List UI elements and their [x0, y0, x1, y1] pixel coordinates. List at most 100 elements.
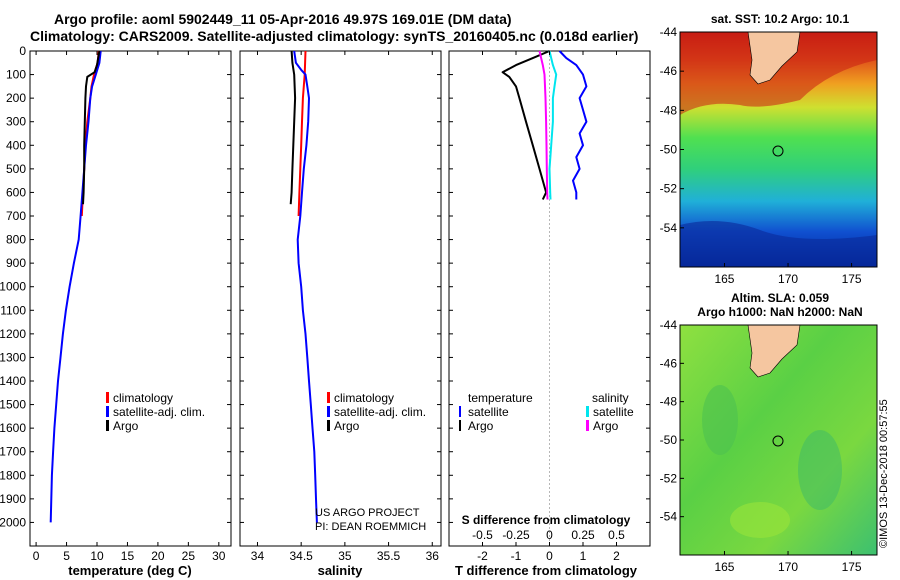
map-y-tick-label: -46 [660, 64, 678, 78]
legend-temp-argo-swatch [459, 420, 461, 431]
sla-map-subtitle: Argo h1000: NaN h2000: NaN [697, 305, 862, 319]
series-line-argo [82, 50, 101, 205]
map-x-tick-label: 175 [842, 272, 862, 286]
difference-legend-salinity: salinity satellite Argo [586, 391, 634, 433]
series-line-satellite-adj-clim- [49, 50, 102, 523]
new-zealand-land [747, 324, 801, 378]
temperature-xlabel: temperature (deg C) [68, 563, 192, 578]
depth-tick-label: 500 [6, 162, 26, 176]
climatology-title: Climatology: CARS2009. Satellite-adjuste… [30, 28, 639, 44]
map-y-tick-label: -44 [660, 318, 678, 332]
map-y-tick-label: -52 [660, 182, 678, 196]
depth-tick-label: 1100 [0, 303, 26, 317]
salinity-xlabel: salinity [318, 563, 364, 578]
sla-map-title: Altim. SLA: 0.059 [731, 291, 829, 305]
sst-map-title: sat. SST: 10.2 Argo: 10.1 [711, 12, 850, 26]
s-difference-tick-label: 0.5 [608, 528, 625, 542]
depth-tick-label: 800 [6, 233, 26, 247]
depth-tick-label: 400 [6, 138, 26, 152]
project-annotation: US ARGO PROJECT [315, 507, 420, 519]
legend-climatology-label: climatology [334, 391, 394, 405]
depth-tick-label: 1700 [0, 445, 26, 459]
x-tick-label: 35.5 [377, 549, 401, 563]
sst-map [679, 31, 878, 268]
series-line-temperature-argo [501, 50, 550, 200]
temperature-plot: 0 5 10 15 20 25 30 [30, 50, 231, 563]
x-tick-label: 10 [90, 549, 104, 563]
series-line-satellite-adj-clim- [293, 50, 318, 523]
x-tick-label: -1 [511, 549, 522, 563]
x-tick-label: 5 [63, 549, 70, 563]
float-position-marker [772, 435, 784, 447]
salinity-legend: climatology satellite-adj. clim. Argo [327, 391, 426, 433]
legend-climatology-swatch [327, 392, 330, 403]
s-difference-tick-label: 0 [546, 528, 553, 542]
legend-climatology-swatch [106, 392, 109, 403]
depth-tick-label: 300 [6, 115, 26, 129]
legend-satellite-label: satellite-adj. clim. [113, 405, 205, 419]
map-y-tick-label: -50 [660, 433, 678, 447]
x-tick-label: 2 [613, 549, 620, 563]
series-line-argo [289, 50, 297, 205]
depth-tick-label: 1600 [0, 421, 26, 435]
difference-xlabel: T difference from climatology [455, 563, 638, 578]
legend-temp-argo-label: Argo [468, 419, 494, 433]
depth-tick-label: 1000 [0, 280, 26, 294]
depth-tick-label: 100 [6, 68, 26, 82]
map-x-tick-label: 165 [714, 560, 734, 574]
sst-cool-blob [680, 221, 877, 267]
map-y-tick-label: -46 [660, 356, 678, 370]
map-x-tick-label: 170 [778, 272, 798, 286]
new-zealand-land [747, 31, 801, 85]
series-line-salinity-satellite [548, 50, 558, 200]
legend-argo-swatch [106, 420, 109, 431]
depth-axis: 0 100 200 300 400 500 600 700 800 900 1000 1100 1200… [0, 44, 26, 529]
x-tick-label: 0 [33, 549, 40, 563]
legend-argo-swatch [327, 420, 330, 431]
map-y-tick-label: -52 [660, 471, 678, 485]
map-x-tick-label: 170 [778, 560, 798, 574]
salinity-plot-frame [239, 50, 442, 547]
legend-sal-argo-swatch [586, 420, 589, 431]
difference-plot: -2 -1 0 1 2 [449, 50, 650, 563]
salinity-plot: 34 34.5 35 35.5 36 [240, 50, 441, 563]
x-tick-label: 25 [182, 549, 196, 563]
map-x-tick-label: 175 [842, 560, 862, 574]
depth-tick-label: 1200 [0, 327, 26, 341]
s-difference-tick-label: 0.25 [571, 528, 595, 542]
s-difference-tick-labels: -0.5 -0.25 0 0.25 0.5 [472, 528, 625, 542]
depth-tick-label: 0 [19, 44, 26, 58]
s-difference-label: S difference from climatology [462, 513, 631, 527]
sla-eddy [798, 430, 842, 510]
legend-sal-argo-label: Argo [593, 419, 619, 433]
depth-tick-label: 600 [6, 185, 26, 199]
x-tick-label: 34 [251, 549, 265, 563]
legend-satellite-label: satellite-adj. clim. [334, 405, 426, 419]
legend-salinity-header: salinity [592, 391, 629, 405]
sla-map-axes: 165 170 175 -44 -46 -48 -50 -52 -54 [660, 318, 862, 574]
x-tick-label: 0 [546, 549, 553, 563]
legend-sal-satellite-swatch [586, 406, 589, 417]
map-y-tick-label: -54 [660, 510, 678, 524]
legend-climatology-label: climatology [113, 391, 173, 405]
depth-tick-label: 700 [6, 209, 26, 223]
x-tick-label: 15 [121, 549, 135, 563]
x-tick-label: 30 [212, 549, 226, 563]
depth-tick-label: 2000 [0, 515, 26, 529]
legend-temp-satellite-label: satellite [468, 405, 509, 419]
depth-tick-label: 1300 [0, 350, 26, 364]
depth-tick-label: 1800 [0, 468, 26, 482]
depth-tick-label: 1500 [0, 398, 26, 412]
legend-temperature-header: temperature [468, 391, 533, 405]
sla-eddy [702, 385, 738, 455]
s-difference-tick-label: -0.5 [472, 528, 493, 542]
map-y-tick-label: -48 [660, 395, 678, 409]
x-tick-label: 35 [338, 549, 352, 563]
depth-tick-label: 1400 [0, 374, 26, 388]
difference-legend-temperature: temperature satellite Argo [459, 391, 533, 433]
s-difference-tick-label: -0.25 [502, 528, 530, 542]
temperature-legend: climatology satellite-adj. clim. Argo [106, 391, 205, 433]
float-position-marker [772, 145, 784, 157]
map-y-tick-label: -44 [660, 25, 678, 39]
